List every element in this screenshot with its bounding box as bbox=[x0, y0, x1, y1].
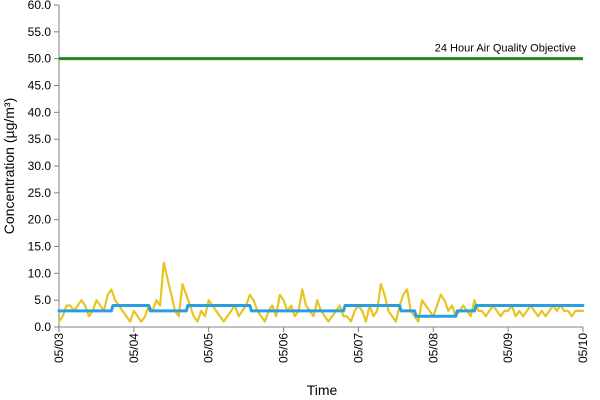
y-tick-label: 5.0 bbox=[34, 293, 51, 307]
objective-label: 24 Hour Air Quality Objective bbox=[435, 43, 576, 55]
x-axis-label: Time bbox=[307, 382, 338, 398]
y-tick-label: 10.0 bbox=[28, 266, 52, 280]
series-line-2 bbox=[57, 304, 585, 318]
x-axis: 05/03 05/04 05/05 05/06 05/07 05/08 05/09 05/10 bbox=[52, 326, 590, 363]
x-tick-label: 05/04 bbox=[127, 333, 141, 363]
y-tick-label: 20.0 bbox=[28, 213, 52, 227]
y-tick-label: 30.0 bbox=[28, 159, 52, 173]
y-axis: 0.0 5.0 10.0 15.0 20.0 25.0 30.0 35.0 40.0 45.0 50… bbox=[28, 0, 60, 334]
y-tick-label: 40.0 bbox=[28, 105, 52, 119]
y-tick-label: 50.0 bbox=[28, 52, 52, 66]
x-tick-label: 05/09 bbox=[501, 333, 515, 363]
x-tick-label: 05/10 bbox=[576, 333, 590, 363]
y-tick-label: 0.0 bbox=[34, 320, 51, 334]
x-tick-label: 05/03 bbox=[52, 333, 66, 363]
objective-group: 24 Hour Air Quality Objective bbox=[59, 43, 583, 61]
y-tick-label: 45.0 bbox=[28, 79, 52, 93]
series-line-1 bbox=[57, 261, 585, 323]
y-tick-label: 35.0 bbox=[28, 132, 52, 146]
y-tick-label: 25.0 bbox=[28, 186, 52, 200]
y-tick-label: 15.0 bbox=[28, 240, 52, 254]
x-tick-label: 05/05 bbox=[202, 333, 216, 363]
y-axis-label: Concentration (µg/m³) bbox=[1, 98, 17, 234]
x-tick-label: 05/06 bbox=[277, 333, 291, 363]
series-group bbox=[57, 261, 585, 323]
x-tick-label: 05/08 bbox=[426, 333, 440, 363]
x-tick-label: 05/07 bbox=[351, 333, 365, 363]
y-tick-label: 55.0 bbox=[28, 25, 52, 39]
y-tick-label: 60.0 bbox=[28, 0, 52, 12]
